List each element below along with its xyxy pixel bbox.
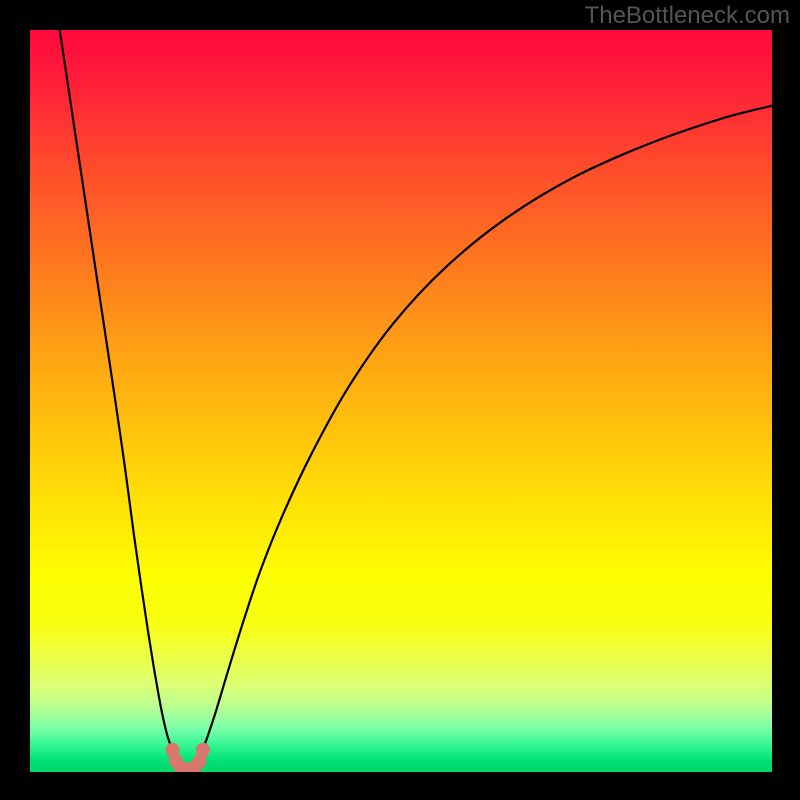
- valley-marker-dot: [165, 743, 179, 757]
- valley-marker-dot: [196, 743, 210, 757]
- chart-container: TheBottleneck.com: [0, 0, 800, 800]
- curve-left: [60, 30, 173, 750]
- curve-layer: [30, 30, 772, 772]
- curve-right: [203, 106, 772, 750]
- valley-marker-dot: [192, 755, 206, 769]
- watermark-text: TheBottleneck.com: [585, 2, 790, 30]
- plot-area: [30, 30, 772, 772]
